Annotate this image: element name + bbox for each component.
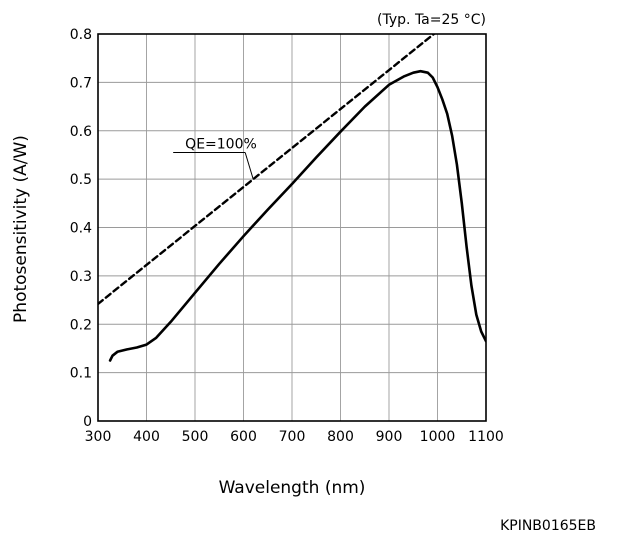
x-tick-label: 900 bbox=[376, 429, 403, 445]
qe-annotation-label: QE=100% bbox=[185, 137, 257, 153]
x-tick-labels: 300 400 500 600 700 800 900 1000 1100 bbox=[85, 429, 504, 445]
grid bbox=[98, 34, 486, 421]
photosensitivity-curve bbox=[108, 69, 486, 362]
y-tick-labels: 0 0.1 0.2 0.3 0.4 0.5 0.6 0.7 0.8 bbox=[70, 27, 92, 430]
figure-code: KPINB0165EB bbox=[500, 518, 596, 534]
y-tick-label: 0.1 bbox=[70, 366, 92, 382]
x-tick-label: 500 bbox=[182, 429, 209, 445]
y-tick-label: 0.2 bbox=[70, 317, 92, 333]
y-axis-title: Photosensitivity (A/W) bbox=[11, 135, 31, 323]
y-tick-label: 0.3 bbox=[70, 269, 92, 285]
x-tick-label: 1000 bbox=[420, 429, 456, 445]
x-tick-label: 1100 bbox=[468, 429, 504, 445]
y-tick-label: 0.4 bbox=[70, 221, 92, 237]
x-axis-title: Wavelength (nm) bbox=[219, 478, 366, 498]
annotation-group: QE=100% bbox=[173, 137, 257, 180]
x-tick-label: 800 bbox=[327, 429, 354, 445]
x-tick-label: 700 bbox=[279, 429, 306, 445]
plot-frame bbox=[97, 33, 487, 422]
y-tick-label: 0.6 bbox=[70, 124, 92, 140]
y-tick-label: 0.8 bbox=[70, 27, 92, 43]
y-tick-label: 0.7 bbox=[70, 75, 92, 91]
y-tick-label: 0.5 bbox=[70, 172, 92, 188]
condition-note: (Typ. Ta=25 °C) bbox=[377, 12, 486, 28]
x-tick-label: 400 bbox=[133, 429, 160, 445]
qe-annotation-leader bbox=[244, 152, 254, 180]
x-tick-label: 300 bbox=[85, 429, 112, 445]
x-tick-label: 600 bbox=[230, 429, 257, 445]
qe100-dashed-line bbox=[98, 34, 436, 306]
series-group bbox=[98, 34, 486, 362]
y-tick-label: 0 bbox=[83, 414, 92, 430]
